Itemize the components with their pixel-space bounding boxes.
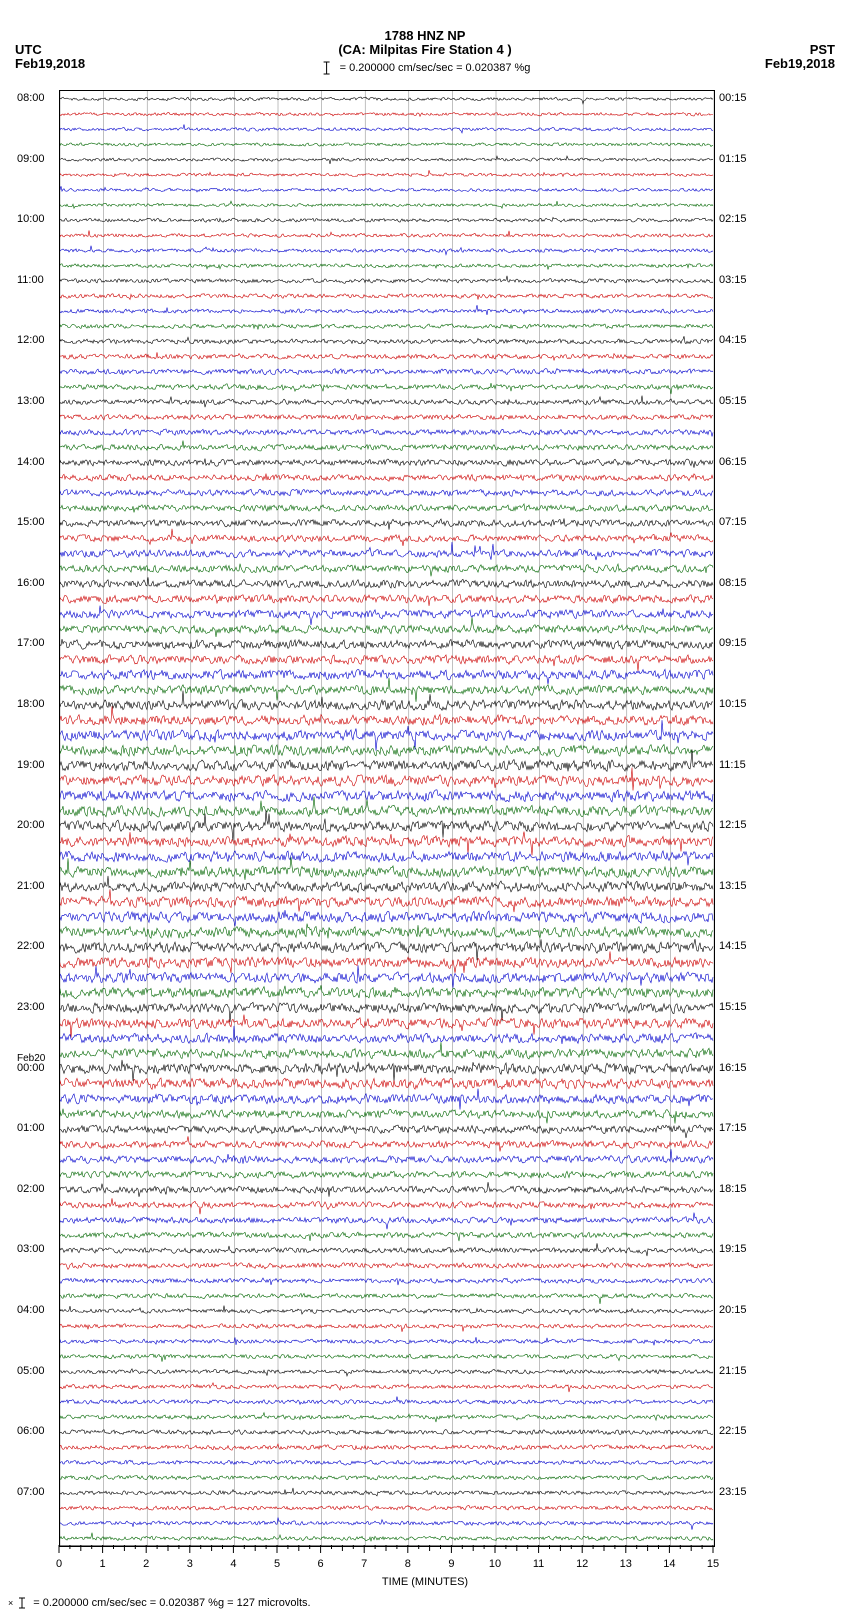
right-time-label: 02:15: [719, 213, 747, 225]
footer: × = 0.200000 cm/sec/sec = 0.020387 %g = …: [8, 1596, 311, 1610]
right-time-label: 17:15: [719, 1122, 747, 1134]
right-time-label: 06:15: [719, 456, 747, 468]
right-time-label: 10:15: [719, 698, 747, 710]
svg-text:0: 0: [56, 1558, 62, 1570]
svg-text:15: 15: [707, 1558, 719, 1570]
left-time-label: 13:00: [17, 395, 45, 407]
left-time-label: 15:00: [17, 516, 45, 528]
pst-label: PST: [810, 42, 835, 57]
scale-indicator: = 0.200000 cm/sec/sec = 0.020387 %g: [320, 60, 531, 76]
left-time-label: 03:00: [17, 1243, 45, 1255]
date-left: Feb19,2018: [15, 56, 85, 71]
left-time-label: 08:00: [17, 92, 45, 104]
right-time-label: 21:15: [719, 1365, 747, 1377]
left-time-label: 04:00: [17, 1304, 45, 1316]
date-right: Feb19,2018: [765, 56, 835, 71]
right-time-label: 14:15: [719, 940, 747, 952]
right-time-label: 12:15: [719, 819, 747, 831]
svg-text:13: 13: [620, 1558, 632, 1570]
svg-text:8: 8: [405, 1558, 411, 1570]
right-time-label: 23:15: [719, 1486, 747, 1498]
svg-text:12: 12: [576, 1558, 588, 1570]
right-time-label: 18:15: [719, 1183, 747, 1195]
left-time-label: 01:00: [17, 1122, 45, 1134]
left-time-label: 14:00: [17, 456, 45, 468]
svg-text:4: 4: [230, 1558, 236, 1570]
svg-text:6: 6: [318, 1558, 324, 1570]
left-time-label: 19:00: [17, 759, 45, 771]
left-time-label: 10:00: [17, 213, 45, 225]
right-time-label: 22:15: [719, 1425, 747, 1437]
svg-text:3: 3: [187, 1558, 193, 1570]
left-time-label: 20:00: [17, 819, 45, 831]
svg-text:2: 2: [143, 1558, 149, 1570]
seismogram-svg: [60, 91, 714, 1546]
right-time-label: 15:15: [719, 1001, 747, 1013]
right-time-label: 04:15: [719, 334, 747, 346]
right-time-label: 19:15: [719, 1243, 747, 1255]
station-code: 1788 HNZ NP: [385, 28, 466, 43]
right-time-label: 05:15: [719, 395, 747, 407]
left-time-label: 07:00: [17, 1486, 45, 1498]
left-time-label: 02:00: [17, 1183, 45, 1195]
utc-label: UTC: [15, 42, 42, 57]
left-time-label: 21:00: [17, 880, 45, 892]
left-time-label: 17:00: [17, 637, 45, 649]
right-time-label: 11:15: [719, 759, 746, 771]
right-time-label: 03:15: [719, 274, 747, 286]
left-time-label: 18:00: [17, 698, 45, 710]
seismogram-container: UTC Feb19,2018 1788 HNZ NP (CA: Milpitas…: [0, 0, 850, 1613]
svg-text:5: 5: [274, 1558, 280, 1570]
left-time-label: 11:00: [17, 274, 44, 286]
left-time-label: 05:00: [17, 1365, 45, 1377]
svg-text:14: 14: [663, 1558, 675, 1570]
left-time-label: 16:00: [17, 577, 45, 589]
station-name: (CA: Milpitas Fire Station 4 ): [338, 42, 511, 57]
right-time-label: 13:15: [719, 880, 747, 892]
x-axis-label: TIME (MINUTES): [382, 1576, 468, 1588]
right-time-label: 01:15: [719, 153, 747, 165]
right-time-label: 07:15: [719, 516, 747, 528]
right-time-label: 00:15: [719, 92, 747, 104]
svg-text:9: 9: [448, 1558, 454, 1570]
right-time-label: 20:15: [719, 1304, 747, 1316]
left-time-label: 00:00: [17, 1062, 45, 1074]
footer-text: = 0.200000 cm/sec/sec = 0.020387 %g = 12…: [33, 1597, 310, 1609]
left-time-label: 23:00: [17, 1001, 45, 1013]
right-time-label: 09:15: [719, 637, 747, 649]
chart-area: [59, 90, 715, 1547]
left-time-label: 22:00: [17, 940, 45, 952]
right-time-label: 08:15: [719, 577, 747, 589]
right-time-label: 16:15: [719, 1062, 747, 1074]
svg-text:1: 1: [100, 1558, 106, 1570]
svg-text:10: 10: [489, 1558, 501, 1570]
svg-text:7: 7: [361, 1558, 367, 1570]
left-time-label: 12:00: [17, 334, 45, 346]
svg-text:11: 11: [533, 1558, 544, 1570]
scale-text: = 0.200000 cm/sec/sec = 0.020387 %g: [340, 62, 531, 74]
left-time-label: 06:00: [17, 1425, 45, 1437]
left-time-label: 09:00: [17, 153, 45, 165]
